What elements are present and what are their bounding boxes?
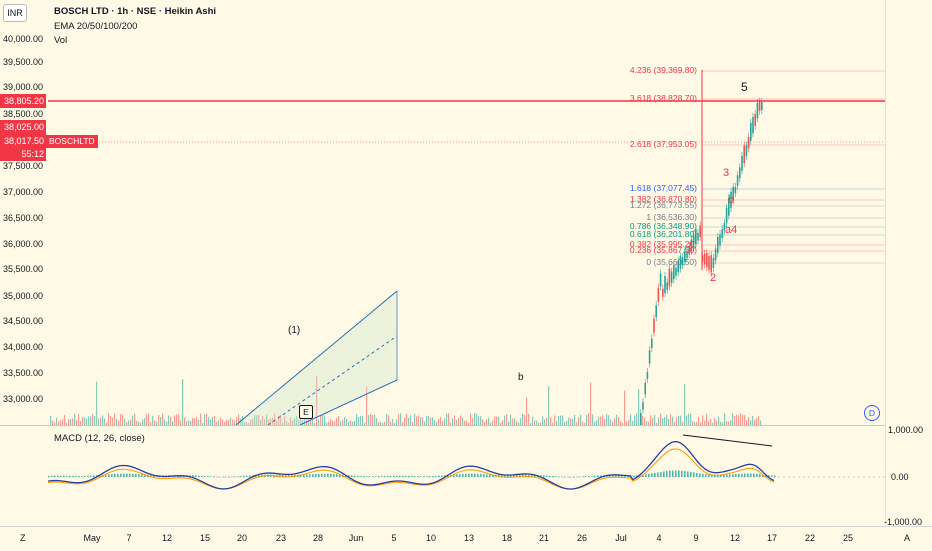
time-label: 28 bbox=[312, 533, 323, 543]
price-tick: 40,000.00 bbox=[3, 34, 44, 44]
time-label: 25 bbox=[842, 533, 853, 543]
currency-badge[interactable]: INR bbox=[3, 4, 27, 22]
price-tick: 36,500.00 bbox=[3, 213, 44, 223]
time-label: 12 bbox=[729, 533, 740, 543]
vol-legend[interactable]: Vol bbox=[54, 35, 68, 46]
time-label: Jul bbox=[615, 533, 627, 543]
wave-label-5: 5 bbox=[741, 80, 748, 94]
time-label: May bbox=[83, 533, 101, 543]
price-pane[interactable] bbox=[0, 0, 885, 425]
time-label: 23 bbox=[275, 533, 286, 543]
time-label: 15 bbox=[199, 533, 210, 543]
fib-level-label: 4.236 (39,369.80) bbox=[629, 65, 697, 75]
price-tick: 35,000.00 bbox=[3, 291, 44, 301]
wave-label-2: 2 bbox=[710, 272, 717, 284]
price-tick: 33,500.00 bbox=[3, 368, 44, 378]
time-label: 21 bbox=[538, 533, 549, 543]
fib-level-label: 0.236 (35,867.50) bbox=[629, 245, 697, 255]
time-label: 4 bbox=[656, 533, 662, 543]
time-label: 12 bbox=[161, 533, 172, 543]
price-tick: 34,500.00 bbox=[3, 316, 44, 326]
ema-legend[interactable]: EMA 20/50/100/200 bbox=[54, 21, 138, 32]
price-tick: 35,500.00 bbox=[3, 264, 44, 274]
price-tick: 37,500.00 bbox=[3, 161, 44, 171]
pane-separator[interactable] bbox=[0, 425, 885, 426]
wave-label-3: 3 bbox=[723, 167, 730, 179]
price-tick: 33,000.00 bbox=[3, 394, 44, 404]
wave-label-b2: b bbox=[728, 194, 735, 206]
price-tick: 36,000.00 bbox=[3, 239, 44, 249]
fib-level-label: 1.382 (36,870.80) bbox=[629, 194, 697, 204]
fib-level-label: 1 (36,536.30) bbox=[646, 212, 697, 222]
macd-legend[interactable]: MACD (12, 26, close) bbox=[54, 433, 145, 444]
fib-level-label: 1.272 (36,773.55) bbox=[629, 200, 697, 210]
auto-scale-button[interactable]: A bbox=[904, 533, 911, 543]
macd-tick-top: 1,000.00 bbox=[888, 425, 924, 435]
time-axis[interactable] bbox=[0, 526, 932, 551]
price-tick: 34,000.00 bbox=[3, 342, 44, 352]
fib-level-label: 0.786 (36,348.90) bbox=[629, 221, 697, 231]
earnings-marker[interactable]: E bbox=[299, 405, 313, 419]
wave-label-1: (1) bbox=[288, 325, 301, 336]
right-axis[interactable] bbox=[885, 0, 932, 526]
high-price-tag: 38,025.00 bbox=[0, 120, 46, 134]
time-label: 10 bbox=[425, 533, 436, 543]
fib-level-label: 1.618 (37,077.45) bbox=[629, 183, 697, 193]
price-tick: 39,000.00 bbox=[3, 82, 44, 92]
time-label: 17 bbox=[766, 533, 777, 543]
macd-pane[interactable] bbox=[0, 426, 885, 526]
fib-level-label: 0.618 (36,201.80) bbox=[629, 229, 697, 239]
fib-level-label: 0.382 (35,995.20) bbox=[629, 239, 697, 249]
macd-tick-bottom: -1,000.00 bbox=[884, 517, 923, 527]
fib-level-label: 0 (35,660.50) bbox=[646, 257, 697, 267]
fib-level-label: 3.618 (38,828.70) bbox=[629, 93, 697, 103]
countdown-tag: 55:12 bbox=[0, 147, 46, 161]
fib-lines bbox=[702, 70, 885, 264]
time-label: 20 bbox=[236, 533, 247, 543]
time-label: 13 bbox=[463, 533, 474, 543]
zoom-left-button[interactable]: Z bbox=[20, 533, 26, 543]
volume-layer bbox=[50, 375, 762, 425]
time-label: 7 bbox=[126, 533, 132, 543]
last-price-tag: 38,017.50 bbox=[0, 134, 46, 148]
time-label: 9 bbox=[693, 533, 699, 543]
time-label: Jun bbox=[348, 533, 364, 543]
time-label: 26 bbox=[576, 533, 587, 543]
wave-label-a4: a4 bbox=[725, 224, 738, 236]
channel-drawing bbox=[235, 290, 398, 425]
macd-tick-zero: 0.00 bbox=[891, 472, 909, 482]
fib-level-label: 2.618 (37,953.05) bbox=[629, 139, 697, 149]
symbol-price-tag: BOSCHLTD bbox=[46, 135, 98, 148]
time-label: 18 bbox=[501, 533, 512, 543]
symbol-title[interactable]: BOSCH LTD · 1h · NSE · Heikin Ashi bbox=[54, 6, 217, 17]
price-tick: 39,500.00 bbox=[3, 57, 44, 67]
dividend-marker[interactable]: D bbox=[864, 405, 880, 421]
price-tick: 37,000.00 bbox=[3, 187, 44, 197]
wave-label-b: b bbox=[518, 372, 524, 383]
price-tick: 38,500.00 bbox=[3, 109, 44, 119]
time-label: 5 bbox=[391, 533, 397, 543]
time-label: 22 bbox=[804, 533, 815, 543]
level-price-tag: 38,805.20 bbox=[0, 94, 46, 108]
